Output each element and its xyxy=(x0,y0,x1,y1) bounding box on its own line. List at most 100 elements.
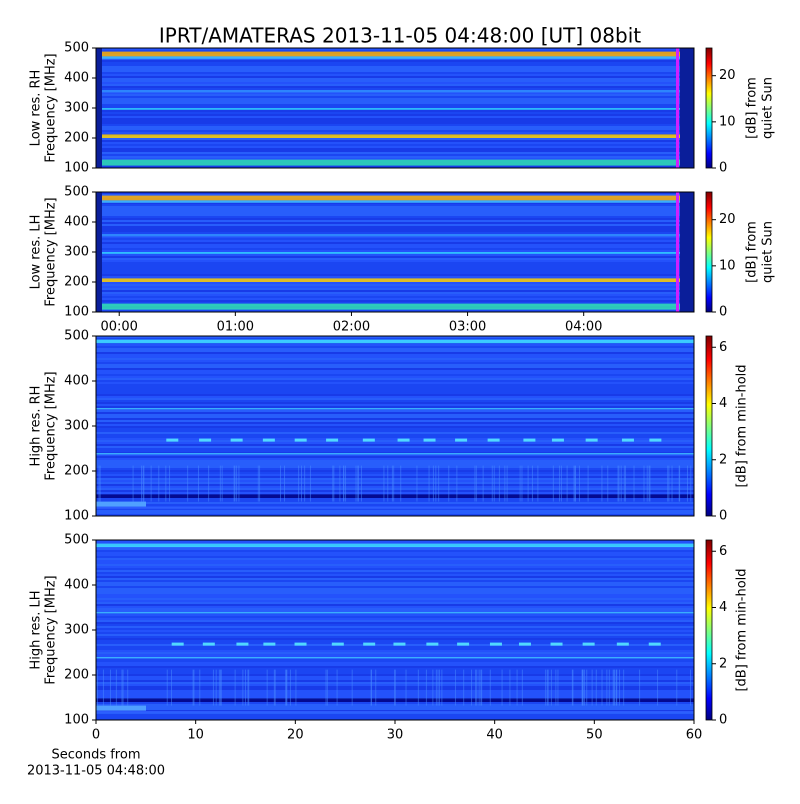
spectrogram-streak xyxy=(583,669,585,706)
spectrogram-burst xyxy=(171,642,184,646)
spectrogram-streak xyxy=(537,465,539,502)
x-tick-label: 20 xyxy=(287,728,304,743)
spectrogram-row xyxy=(96,360,694,362)
y-tick-label: 500 xyxy=(64,329,89,344)
spectrogram-row xyxy=(96,446,694,448)
spectrogram-streak xyxy=(676,669,678,706)
spectrogram-streak xyxy=(550,669,552,706)
spectrogram-row xyxy=(96,356,694,358)
spectrogram-streak xyxy=(493,465,495,502)
y-tick-label: 200 xyxy=(64,464,89,479)
spectrogram-streak xyxy=(166,669,168,706)
y-tick-label: 400 xyxy=(64,71,89,86)
spectrogram-row xyxy=(96,470,694,472)
spectrogram-row xyxy=(96,422,694,424)
spectrogram-streak xyxy=(498,465,500,502)
colorbar-tick-label: 0 xyxy=(719,713,727,728)
spectrogram-row xyxy=(96,124,694,126)
spectrogram-row xyxy=(96,646,694,648)
spectrogram-streak xyxy=(171,669,173,706)
spectrogram-row xyxy=(96,650,694,652)
spectrogram-burst xyxy=(621,438,634,442)
spectrogram-streak xyxy=(474,465,476,502)
spectrogram-burst xyxy=(166,438,179,442)
spectrogram-row xyxy=(96,484,694,486)
spectrogram-row xyxy=(96,478,694,480)
spectrogram-streak xyxy=(219,465,221,502)
spectrogram-streak xyxy=(122,669,124,706)
spectrogram-row xyxy=(96,388,694,390)
spectrogram-burst xyxy=(489,642,502,646)
spectrogram-row xyxy=(96,70,694,72)
spectrogram-streak xyxy=(643,465,645,502)
spectrogram-streak xyxy=(595,669,597,706)
spectrogram-row xyxy=(96,290,694,292)
spectrogram xyxy=(96,336,694,516)
spectrogram-streak xyxy=(391,465,393,502)
spectrogram-streak xyxy=(197,465,199,502)
colorbar-label: [dB] from xyxy=(745,77,760,139)
spectrogram-streak xyxy=(489,669,491,706)
spectrogram-row xyxy=(96,346,694,348)
spectrogram-streak xyxy=(624,465,626,502)
spectrogram-row xyxy=(96,666,694,668)
spectrogram-row xyxy=(96,640,694,642)
spectrogram-row xyxy=(96,542,694,544)
spectrogram-row xyxy=(96,610,694,612)
spectrogram-row xyxy=(96,272,694,274)
spectrogram-row xyxy=(96,192,694,194)
y-tick-label: 500 xyxy=(64,533,89,548)
spectrogram-streak xyxy=(555,669,557,706)
spectrogram-streak xyxy=(608,669,610,706)
spectrogram-row xyxy=(96,480,694,482)
spectrogram-row xyxy=(96,436,694,438)
spectrogram-row xyxy=(96,416,694,418)
spectrogram-row xyxy=(96,628,694,630)
spectrogram-row xyxy=(96,142,694,144)
spectrogram-streak xyxy=(416,465,418,502)
spectrogram-streak xyxy=(286,669,288,706)
spectrogram-streak xyxy=(248,669,250,706)
spectrogram-patch xyxy=(96,501,146,507)
spectrogram-row xyxy=(96,498,694,500)
spectrogram-row xyxy=(96,310,694,312)
spectrogram-row xyxy=(96,456,694,458)
spectrogram-row xyxy=(96,466,694,468)
spectrogram-row xyxy=(96,630,694,632)
spectrogram-row xyxy=(96,716,694,718)
spectrogram-streak xyxy=(234,669,236,706)
spectrogram-edge xyxy=(680,48,694,168)
spectrogram-streak xyxy=(285,669,287,706)
spectrogram-row xyxy=(96,668,694,670)
x-tick-label: 02:00 xyxy=(333,320,370,335)
spectrogram-row xyxy=(96,376,694,378)
spectrogram-row xyxy=(96,572,694,574)
spectrogram-row xyxy=(96,500,694,502)
spectrogram-streak xyxy=(547,669,549,706)
spectrogram-row xyxy=(96,468,694,470)
spectrogram-row xyxy=(96,464,694,466)
spectrogram-streak xyxy=(370,669,372,706)
y-tick-label: 300 xyxy=(64,623,89,638)
spectrogram-row xyxy=(96,622,694,624)
spectrogram-streak xyxy=(478,669,480,706)
spectrogram-row xyxy=(96,138,694,140)
spectrogram-row xyxy=(96,418,694,420)
spectrogram-band xyxy=(96,657,694,659)
spectrogram-row xyxy=(96,540,694,542)
spectrogram-streak xyxy=(375,669,377,706)
spectrogram-burst xyxy=(550,642,563,646)
spectrogram-streak xyxy=(435,669,437,706)
y-axis-label: Frequency [MHz] xyxy=(44,197,59,306)
spectrogram-burst xyxy=(585,438,598,442)
spectrogram-row xyxy=(96,602,694,604)
spectrogram-row xyxy=(96,434,694,436)
spectrogram-row xyxy=(96,140,694,142)
spectrogram-row xyxy=(96,284,694,286)
spectrogram-row xyxy=(96,596,694,598)
spectrogram-streak xyxy=(158,465,160,502)
spectrogram-row xyxy=(96,454,694,456)
x-axis-label: 2013-11-05 04:48:00 xyxy=(27,764,165,779)
spectrogram-band xyxy=(96,507,694,509)
spectrogram-row xyxy=(96,126,694,128)
